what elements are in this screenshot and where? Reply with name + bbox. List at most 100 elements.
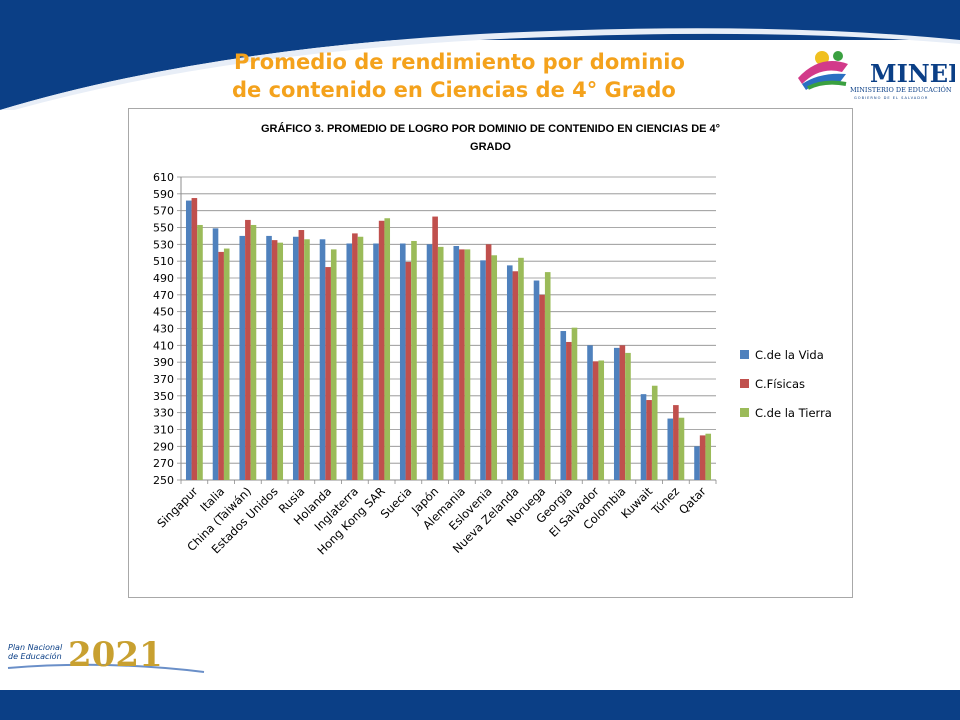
bar: [518, 257, 524, 480]
bar: [352, 233, 358, 480]
bar: [619, 345, 626, 480]
y-tick-label: 250: [153, 474, 174, 487]
legend-item-tierra: C.de la Tierra: [740, 398, 832, 427]
bar: [651, 385, 658, 480]
bar: [212, 228, 219, 480]
bar: [625, 352, 631, 480]
bar: [432, 216, 438, 480]
bar: [566, 341, 572, 480]
y-tick-label: 430: [153, 323, 174, 336]
y-tick-label: 470: [153, 289, 174, 302]
legend-item-vida: C.de la Vida: [740, 340, 832, 369]
bar: [223, 248, 230, 480]
bar: [330, 249, 337, 480]
bar: [218, 251, 224, 480]
y-tick-label: 390: [153, 356, 174, 369]
plan-logo-year: 2021: [68, 635, 163, 675]
bar: [598, 360, 605, 480]
legend-label-tierra: C.de la Tierra: [755, 405, 832, 420]
bar: [491, 255, 498, 480]
bar: [571, 327, 578, 480]
bar: [304, 239, 310, 480]
y-tick-label: 590: [153, 188, 174, 201]
bar: [405, 262, 412, 480]
chart-title-line1: GRÁFICO 3. PROMEDIO DE LOGRO POR DOMINIO…: [260, 123, 721, 135]
plan-logo-text2: de Educación: [8, 651, 62, 661]
x-category-label: Singapur: [154, 484, 200, 530]
slide-title-line1: Promedio de rendimiento por dominio: [234, 50, 685, 74]
y-tick-label: 530: [153, 238, 174, 251]
chart-legend: C.de la Vida C.Físicas C.de la Tierra: [740, 340, 832, 427]
header-swoosh: [0, 0, 960, 110]
bar: [250, 224, 257, 480]
mined-logo-subtext: GOBIERNO DE EL SALVADOR: [854, 96, 928, 100]
bar: [411, 240, 417, 480]
y-tick-label: 370: [153, 373, 174, 386]
bar: [399, 243, 406, 480]
bar: [292, 236, 299, 480]
bar: [506, 265, 513, 480]
y-tick-label: 290: [153, 440, 174, 453]
legend-label-vida: C.de la Vida: [755, 347, 824, 362]
legend-label-fisicas: C.Físicas: [755, 376, 806, 391]
bar: [587, 345, 593, 480]
legend-swatch-tierra: [740, 408, 749, 417]
bar: [373, 243, 379, 480]
slide-title-line2: de contenido en Ciencias de 4° Grado: [232, 78, 676, 102]
bar: [191, 198, 198, 480]
legend-item-fisicas: C.Físicas: [740, 369, 832, 398]
bar: [197, 224, 203, 480]
bar: [271, 240, 278, 480]
bar: [426, 244, 433, 480]
y-tick-label: 270: [153, 457, 174, 470]
bar: [544, 272, 551, 480]
bar: [667, 418, 674, 480]
mined-logo-name: MINED: [870, 59, 955, 88]
bar: [437, 246, 444, 480]
bar: [480, 260, 486, 480]
bar: [678, 417, 685, 480]
bar: [694, 446, 700, 480]
bar: [266, 235, 272, 480]
mined-logo-text: MINISTERIO DE EDUCACIÓN: [850, 85, 952, 94]
chart-title-line2: GRADO: [470, 141, 511, 153]
bar: [464, 249, 471, 480]
bar: [699, 435, 706, 480]
bar: [646, 400, 652, 480]
bar: [613, 347, 620, 480]
y-tick-label: 610: [153, 171, 174, 184]
bar: [485, 244, 492, 480]
bar: [357, 236, 364, 480]
bar: [673, 405, 679, 480]
bar: [245, 219, 251, 481]
bar: [185, 200, 192, 481]
bar: [298, 230, 305, 480]
y-tick-label: 450: [153, 306, 174, 319]
bar: [453, 246, 460, 480]
slide-title: Promedio de rendimiento por dominio de c…: [232, 48, 772, 104]
bar: [325, 267, 331, 480]
bar: [277, 242, 284, 480]
legend-swatch-vida: [740, 350, 749, 359]
bar: [640, 394, 647, 480]
y-tick-label: 490: [153, 272, 174, 285]
bar: [533, 280, 540, 480]
bar: [539, 294, 545, 480]
chart-title: GRÁFICO 3. PROMEDIO DE LOGRO POR DOMINIO…: [128, 120, 853, 156]
bar: [560, 331, 567, 480]
plan-logo-text1: Plan Nacional: [8, 643, 63, 652]
x-category-label: Qatar: [676, 484, 709, 517]
y-tick-label: 510: [153, 255, 174, 268]
y-tick-label: 570: [153, 205, 174, 218]
plan-nacional-logo: Plan Nacional de Educación 2021: [7, 635, 205, 675]
bar: [239, 235, 246, 480]
bar: [592, 361, 599, 480]
mined-logo: MINED MINISTERIO DE EDUCACIÓN GOBIERNO D…: [798, 51, 955, 100]
x-category-label: Túnez: [648, 484, 682, 518]
bar: [319, 239, 326, 480]
bar: [705, 433, 712, 480]
y-tick-label: 410: [153, 339, 174, 352]
legend-swatch-fisicas: [740, 379, 749, 388]
y-tick-label: 310: [153, 424, 174, 437]
